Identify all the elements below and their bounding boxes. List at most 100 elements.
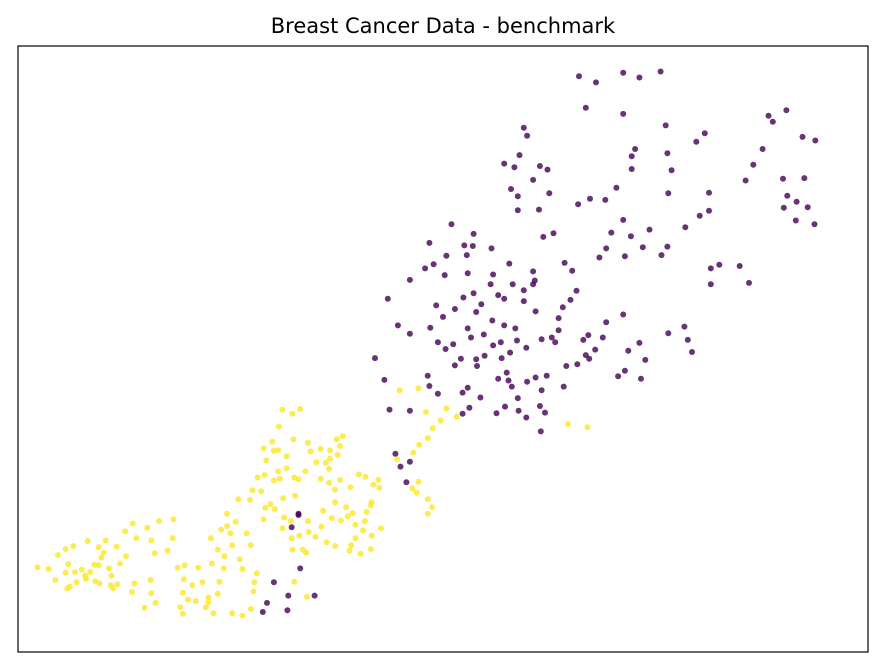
scatter-point-class-0 xyxy=(707,281,714,288)
chart-title: Breast Cancer Data - benchmark xyxy=(271,14,616,38)
scatter-point-class-0 xyxy=(463,252,470,259)
scatter-point-class-1 xyxy=(296,532,303,539)
scatter-point-class-0 xyxy=(520,124,527,131)
scatter-point-class-1 xyxy=(429,425,436,432)
scatter-point-class-0 xyxy=(625,347,632,354)
scatter-point-class-0 xyxy=(459,410,466,417)
scatter-point-class-1 xyxy=(258,488,265,495)
scatter-point-class-0 xyxy=(560,383,567,390)
scatter-point-class-1 xyxy=(239,612,246,619)
scatter-point-class-0 xyxy=(466,404,473,411)
plot-frame xyxy=(17,45,869,653)
scatter-point-class-1 xyxy=(247,542,254,549)
scatter-point-class-1 xyxy=(260,445,267,452)
scatter-point-class-0 xyxy=(514,207,521,214)
scatter-point-class-0 xyxy=(783,107,790,114)
scatter-point-class-1 xyxy=(423,409,429,415)
scatter-point-class-0 xyxy=(620,311,627,318)
scatter-point-class-0 xyxy=(543,372,550,379)
scatter-point-class-0 xyxy=(628,153,635,160)
scatter-point-class-1 xyxy=(363,509,370,515)
scatter-point-class-0 xyxy=(497,339,504,346)
scatter-point-class-1 xyxy=(205,599,212,606)
scatter-point-class-1 xyxy=(236,556,243,563)
scatter-point-class-0 xyxy=(403,479,410,486)
scatter-point-class-1 xyxy=(332,543,339,549)
scatter-point-class-0 xyxy=(531,277,538,284)
scatter-point-class-1 xyxy=(337,476,344,483)
scatter-point-class-0 xyxy=(394,322,401,329)
scatter-point-class-0 xyxy=(469,243,476,249)
scatter-point-class-0 xyxy=(599,334,606,341)
scatter-point-class-1 xyxy=(291,474,298,481)
scatter-point-class-1 xyxy=(291,578,298,585)
scatter-point-class-1 xyxy=(179,610,186,617)
scatter-point-class-0 xyxy=(457,355,464,362)
scatter-point-class-1 xyxy=(45,566,52,572)
scatter-point-class-0 xyxy=(573,287,580,294)
scatter-point-class-0 xyxy=(430,261,437,268)
scatter-point-class-1 xyxy=(281,514,288,521)
scatter-point-class-1 xyxy=(323,539,330,546)
scatter-point-class-0 xyxy=(638,375,644,382)
scatter-point-class-0 xyxy=(501,160,508,167)
scatter-point-class-0 xyxy=(538,336,545,343)
scatter-point-class-1 xyxy=(210,610,217,617)
scatter-point-class-0 xyxy=(668,167,675,174)
scatter-point-class-0 xyxy=(460,294,467,301)
scatter-point-class-1 xyxy=(313,459,320,466)
scatter-point-class-0 xyxy=(769,118,776,125)
scatter-point-class-1 xyxy=(62,546,69,552)
scatter-point-class-1 xyxy=(327,455,333,462)
scatter-point-class-0 xyxy=(524,378,531,385)
scatter-point-class-0 xyxy=(495,292,502,299)
scatter-point-class-1 xyxy=(283,453,290,460)
scatter-point-class-1 xyxy=(189,582,196,589)
scatter-point-class-1 xyxy=(279,525,286,532)
scatter-point-class-0 xyxy=(765,112,772,119)
scatter-point-class-1 xyxy=(199,579,206,586)
scatter-point-class-0 xyxy=(621,253,628,260)
scatter-point-class-0 xyxy=(665,330,672,337)
scatter-point-class-0 xyxy=(706,207,712,214)
scatter-point-class-0 xyxy=(620,110,627,117)
scatter-point-class-1 xyxy=(216,578,223,585)
scatter-point-class-0 xyxy=(427,324,434,331)
scatter-point-class-0 xyxy=(582,352,589,359)
scatter-point-class-1 xyxy=(202,604,209,611)
scatter-point-class-0 xyxy=(520,298,527,305)
scatter-point-class-0 xyxy=(284,607,291,614)
scatter-point-class-1 xyxy=(221,553,228,560)
scatter-point-class-1 xyxy=(220,565,227,572)
scatter-point-class-1 xyxy=(249,487,256,494)
scatter-point-class-1 xyxy=(361,518,368,525)
scatter-point-class-0 xyxy=(468,334,474,341)
scatter-point-class-0 xyxy=(784,192,791,199)
scatter-point-class-0 xyxy=(701,130,708,137)
scatter-point-class-1 xyxy=(424,435,431,442)
scatter-point-class-0 xyxy=(538,387,545,394)
scatter-point-class-1 xyxy=(280,495,287,502)
scatter-point-class-0 xyxy=(546,190,553,197)
scatter-point-class-1 xyxy=(276,475,283,482)
scatter-point-class-0 xyxy=(507,349,514,356)
scatter-point-class-1 xyxy=(82,572,89,579)
scatter-point-class-0 xyxy=(524,132,531,139)
scatter-point-class-0 xyxy=(662,122,669,129)
scatter-point-class-0 xyxy=(696,212,703,219)
scatter-point-class-1 xyxy=(360,527,367,534)
scatter-point-class-1 xyxy=(410,449,417,456)
scatter-point-class-0 xyxy=(716,261,723,268)
scatter-point-class-1 xyxy=(114,581,121,588)
scatter-point-class-1 xyxy=(195,564,202,571)
scatter-point-class-0 xyxy=(812,137,819,144)
scatter-point-class-1 xyxy=(333,436,340,443)
scatter-point-class-1 xyxy=(332,486,339,493)
scatter-point-class-0 xyxy=(811,221,818,228)
scatter-point-class-1 xyxy=(73,579,80,586)
scatter-point-class-0 xyxy=(426,239,433,246)
scatter-point-class-0 xyxy=(596,254,603,261)
points-layer xyxy=(34,68,819,619)
scatter-point-class-1 xyxy=(317,446,324,452)
scatter-point-class-1 xyxy=(113,543,120,550)
